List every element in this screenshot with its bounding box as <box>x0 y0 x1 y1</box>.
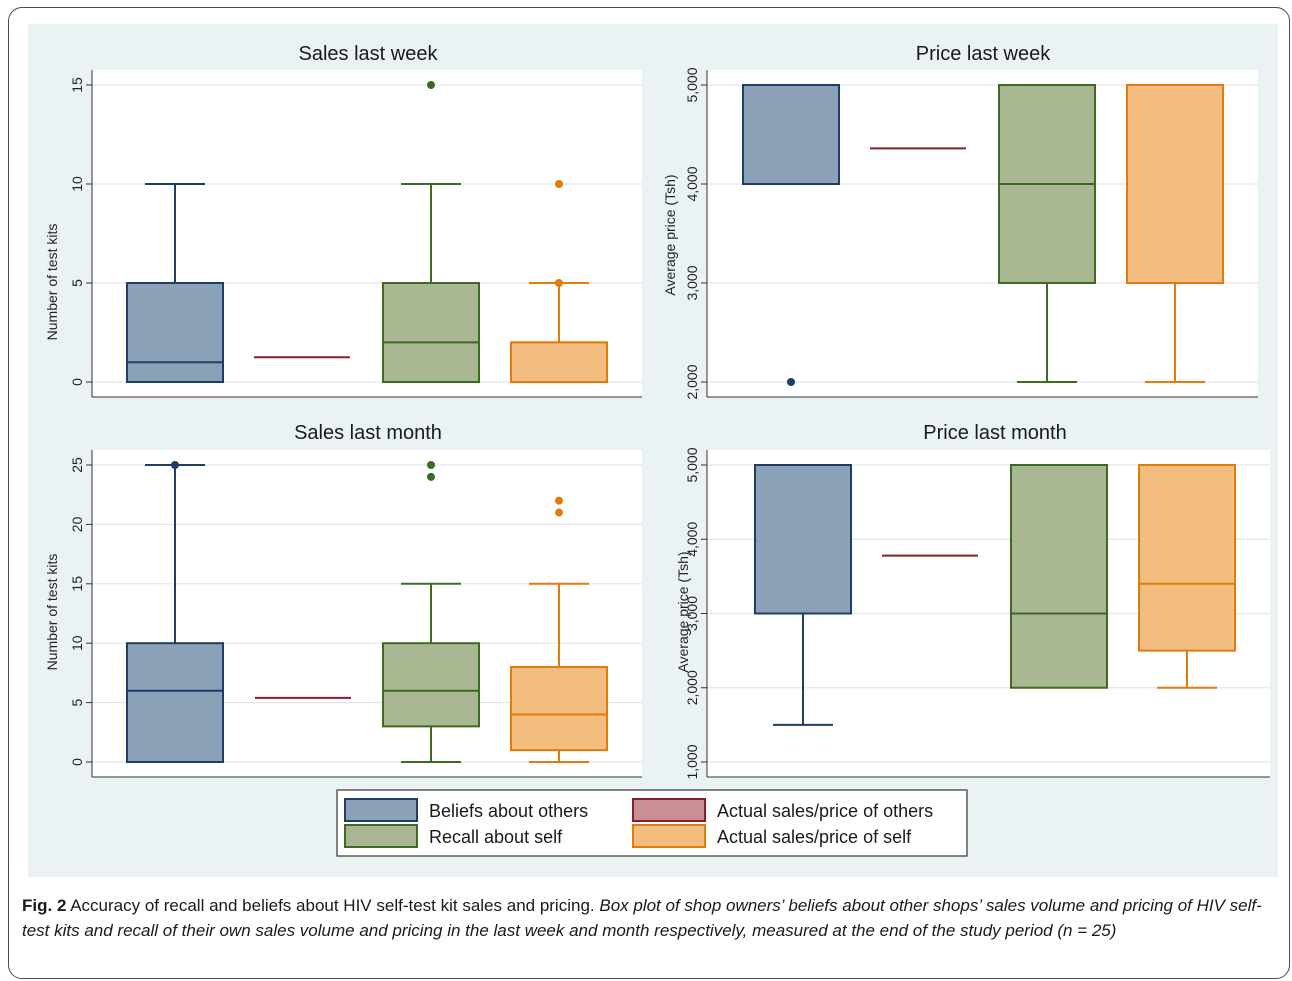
y-tick-label: 2,000 <box>684 670 700 705</box>
box <box>126 642 224 764</box>
y-axis-label: Number of test kits <box>44 554 60 671</box>
outlier-point <box>427 81 435 89</box>
box <box>382 282 480 383</box>
series-4 <box>1126 84 1224 383</box>
box <box>1126 84 1224 284</box>
outlier-point <box>555 508 563 517</box>
series-3 <box>1010 464 1108 689</box>
y-tick-label: 5 <box>69 279 85 287</box>
y-tick-label: 0 <box>69 758 85 766</box>
chart-title: Price last week <box>916 43 1051 65</box>
series-3 <box>382 461 480 763</box>
box <box>510 665 608 752</box>
outlier-point <box>555 496 563 505</box>
legend-label: Actual sales/price of others <box>717 801 933 821</box>
y-tick-label: 0 <box>69 378 85 386</box>
series-3 <box>998 84 1096 383</box>
y-tick-label: 3,000 <box>684 596 700 631</box>
y-axis-label: Average price (Tsh) <box>675 551 691 672</box>
outlier-point <box>555 180 563 188</box>
y-tick-label: 25 <box>69 457 85 473</box>
legend-swatch <box>632 824 706 848</box>
y-tick-label: 1,000 <box>684 744 700 779</box>
y-tick-label: 5,000 <box>684 447 700 482</box>
box <box>126 282 224 383</box>
y-tick-label: 3,000 <box>684 265 700 300</box>
outlier-point <box>427 472 435 481</box>
legend-item-4: Actual sales/price of self <box>632 824 912 848</box>
box <box>1138 464 1236 652</box>
series-1 <box>126 183 224 383</box>
legend-label: Beliefs about others <box>429 801 588 821</box>
series-1 <box>742 84 840 386</box>
box <box>742 84 840 185</box>
y-tick-label: 4,000 <box>684 522 700 557</box>
chart-panel-1: 0 5 10 15 Sales last week Number of test kits <box>44 43 642 398</box>
outlier-point <box>555 279 563 287</box>
caption-description: Box plot of shop owners’ beliefs about o… <box>22 896 1262 940</box>
chart-title: Price last month <box>923 422 1066 444</box>
figure-caption: Fig. 2 Accuracy of recall and beliefs ab… <box>22 893 1262 943</box>
y-tick-label: 10 <box>69 176 85 192</box>
legend-swatch <box>344 798 418 822</box>
series-4 <box>1138 464 1236 689</box>
chart-panel-2: 2,000 3,000 4,000 5,000 Price last week Avera… <box>662 43 1258 400</box>
series-3 <box>382 81 480 383</box>
legend-item-2: Actual sales/price of others <box>632 798 933 822</box>
box <box>382 642 480 728</box>
box <box>754 464 852 615</box>
y-tick-label: 4,000 <box>684 166 700 201</box>
outlier-point <box>787 378 795 386</box>
outlier-point <box>171 461 179 469</box>
box <box>1010 464 1108 689</box>
chart-panel-4: 1,000 2,000 3,000 4,000 5,000 Price last mont… <box>675 422 1270 780</box>
chart-title: Sales last month <box>294 422 442 444</box>
series-1 <box>126 461 224 764</box>
legend-label: Actual sales/price of self <box>717 827 912 847</box>
y-tick-label: 10 <box>69 635 85 651</box>
y-axis-label: Average price (Tsh) <box>662 174 678 295</box>
y-axis-label: Number of test kits <box>44 224 60 341</box>
legend: Beliefs about others Actual sales/price o… <box>336 789 968 857</box>
series-4 <box>510 496 608 763</box>
y-tick-label: 15 <box>69 576 85 592</box>
y-tick-label: 20 <box>69 516 85 532</box>
caption-title: Accuracy of recall and beliefs about HIV… <box>70 896 595 915</box>
legend-label: Recall about self <box>429 827 563 847</box>
legend-swatch <box>344 824 418 848</box>
series-4 <box>510 180 608 383</box>
y-tick-label: 2,000 <box>684 364 700 399</box>
legend-item-1: Beliefs about others <box>344 798 588 822</box>
chart-title: Sales last week <box>299 43 439 65</box>
y-tick-label: 5,000 <box>684 67 700 102</box>
y-tick-label: 15 <box>69 77 85 93</box>
box <box>510 341 608 383</box>
series-1 <box>754 464 852 726</box>
legend-swatch <box>632 798 706 822</box>
y-tick-label: 5 <box>69 698 85 706</box>
outlier-point <box>427 461 435 469</box>
caption-label: Fig. 2 <box>22 896 67 915</box>
legend-item-3: Recall about self <box>344 824 563 848</box>
chart-panel-3: 0 5 10 15 20 25 Sales last month Number of test… <box>44 422 642 778</box>
